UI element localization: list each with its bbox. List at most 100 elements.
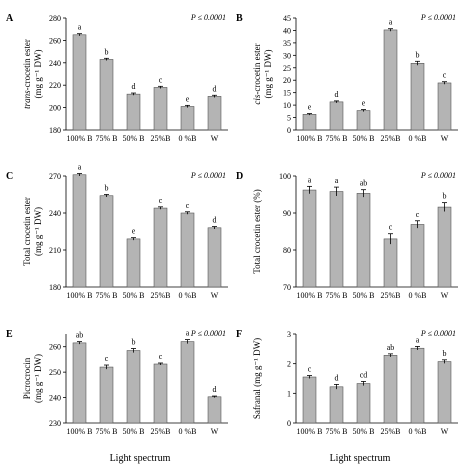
x-tick-label: 0 %B	[179, 291, 197, 300]
x-tick-label: 25%B	[151, 134, 171, 143]
significance-letter: ab	[387, 343, 395, 352]
bar	[302, 114, 317, 131]
bar	[72, 342, 87, 424]
significance-letter: b	[105, 184, 109, 193]
x-tick-label: 75% B	[326, 427, 348, 436]
significance-letter: cd	[360, 370, 368, 379]
bar	[329, 386, 344, 424]
panel-f: F P ≤ 0.0001 0 1 2 3 Safranal (mg g⁻¹ DW) c 100%…	[236, 329, 458, 436]
x-tick-label: W	[211, 134, 219, 143]
y-axis-label: Safranal (mg g⁻¹ DW)	[252, 338, 262, 419]
x-tick-label: 50% B	[353, 291, 375, 300]
y-axis-label-main: Total crocetin ester	[22, 197, 32, 266]
significance-letter: a	[308, 175, 312, 184]
x-tick-label: 50% B	[123, 291, 145, 300]
y-tick-label: 210	[49, 246, 61, 255]
significance-letter: ab	[76, 331, 84, 340]
significance-letter: a	[416, 335, 420, 344]
bar	[99, 59, 114, 131]
bar	[126, 93, 141, 131]
x-tick-label: 100% B	[297, 134, 323, 143]
p-value: P ≤ 0.0001	[420, 171, 456, 180]
significance-letter: d	[213, 385, 217, 394]
bar	[410, 224, 425, 288]
significance-letter: c	[389, 223, 393, 232]
bar	[329, 101, 344, 131]
y-tick-label: 80	[283, 246, 291, 255]
significance-letter: d	[132, 82, 136, 91]
x-tick-label: 25%B	[381, 134, 401, 143]
x-tick-label: 50% B	[123, 427, 145, 436]
panel-label: C	[6, 171, 13, 182]
bar	[99, 195, 114, 288]
y-tick-label: 240	[49, 394, 61, 403]
bar	[302, 189, 317, 288]
x-tick-label: W	[441, 291, 449, 300]
y-tick-label: 240	[49, 209, 61, 218]
significance-letter: d	[335, 90, 339, 99]
y-axis-unit: (mg g⁻¹ DW)	[33, 207, 43, 256]
bar	[207, 96, 222, 131]
significance-letter: ab	[360, 179, 368, 188]
significance-letter: a	[78, 23, 82, 32]
bar	[72, 34, 87, 131]
significance-letter: a	[335, 176, 339, 185]
y-tick-label: 10	[283, 101, 291, 110]
bar	[437, 82, 452, 131]
p-value: P ≤ 0.0001	[190, 171, 226, 180]
x-tick-label: 75% B	[96, 427, 118, 436]
bar	[410, 62, 425, 131]
bar	[356, 193, 371, 288]
significance-letter: c	[443, 71, 447, 80]
p-value: P ≤ 0.0001	[420, 329, 456, 338]
x-tick-label: 100% B	[297, 291, 323, 300]
panel-b: B P ≤ 0.0001 0 5 10 15 20 25 30 35 40 45 cis-croceti…	[236, 13, 458, 143]
y-axis-label-main: crocetin ester	[252, 43, 262, 91]
bar	[153, 207, 168, 288]
bar	[72, 174, 87, 288]
x-tick-label: 50% B	[353, 427, 375, 436]
panel-c: C P ≤ 0.0001 180 210 240 270 Total crocetin es…	[6, 163, 228, 300]
y-tick-label: 280	[49, 14, 61, 23]
y-tick-label: 45	[283, 14, 291, 23]
y-tick-label: 40	[283, 26, 291, 35]
y-tick-label: 0	[287, 126, 291, 135]
p-value: P ≤ 0.0001	[190, 13, 226, 22]
y-tick-label: 220	[49, 81, 61, 90]
bar	[207, 227, 222, 288]
x-tick-label: 100% B	[297, 427, 323, 436]
y-axis-unit: (mg g⁻¹ DW)	[33, 50, 43, 99]
significance-letter: d	[213, 84, 217, 93]
y-axis-label: cis-crocetin ester	[252, 43, 262, 104]
bar	[180, 106, 195, 131]
y-axis-label-main: Safranal (mg g⁻¹ DW)	[252, 338, 262, 419]
y-tick-label: 30	[283, 51, 291, 60]
significance-letter: c	[159, 352, 163, 361]
xlabel-left: Light spectrum	[110, 453, 171, 464]
y-axis-label: Total crocetin ester	[22, 197, 32, 266]
bar	[383, 355, 398, 424]
y-axis-label-main: Total crocetin ester (%)	[252, 189, 262, 274]
significance-letter: e	[186, 94, 190, 103]
y-tick-label: 250	[49, 368, 61, 377]
y-axis-unit: (mg g⁻¹ DW)	[33, 354, 43, 403]
bar	[437, 206, 452, 288]
panel-label: A	[6, 13, 14, 24]
significance-letter: c	[105, 354, 109, 363]
x-tick-label: 0 %B	[409, 134, 427, 143]
bar	[99, 366, 114, 424]
significance-letter: b	[132, 337, 136, 346]
y-axis-label-italic: cis-	[252, 92, 262, 105]
bar	[153, 87, 168, 131]
significance-letter: d	[335, 373, 339, 382]
bar	[126, 238, 141, 288]
bar	[126, 350, 141, 424]
significance-letter: e	[132, 227, 136, 236]
bar	[180, 212, 195, 288]
y-tick-label: 100	[279, 172, 291, 181]
p-value: P ≤ 0.0001	[420, 13, 456, 22]
y-tick-label: 20	[283, 76, 291, 85]
significance-letter: a	[186, 329, 190, 338]
panel-label: E	[6, 329, 13, 340]
